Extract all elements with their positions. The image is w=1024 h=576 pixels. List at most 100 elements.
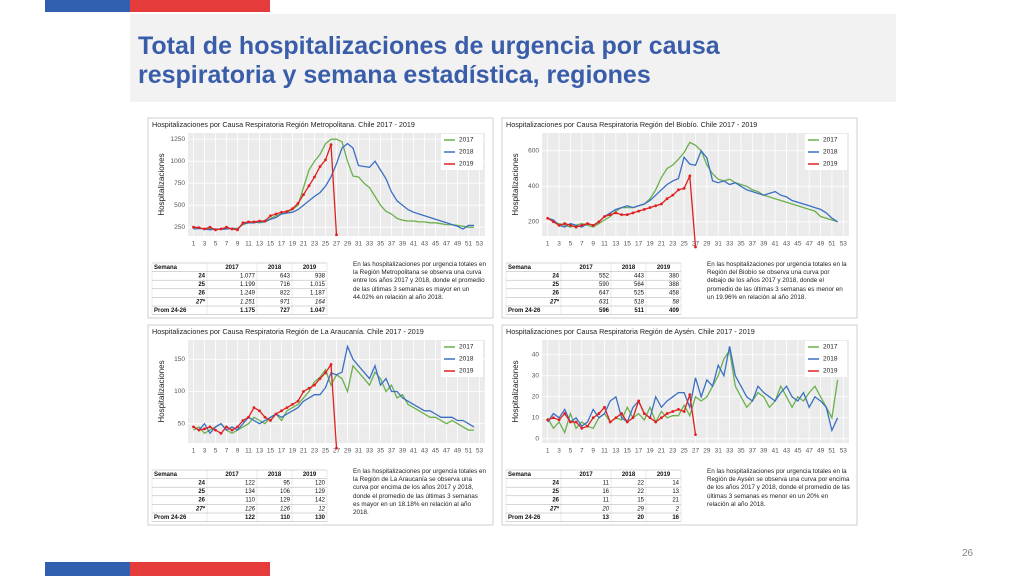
legend-label: 2018	[823, 149, 838, 156]
table-header: Semana	[508, 265, 532, 271]
x-tick-label: 29	[703, 241, 711, 248]
table-cell: 16	[672, 515, 679, 521]
series-point	[546, 418, 550, 422]
x-tick-label: 3	[557, 241, 561, 248]
table-cell: Prom 24-26	[508, 308, 541, 314]
table-cell: 27*	[195, 506, 206, 512]
series-point	[280, 210, 283, 214]
series-point	[302, 193, 305, 197]
x-tick-label: 29	[344, 448, 352, 455]
series-point	[597, 220, 601, 224]
legend-label: 2017	[459, 137, 474, 144]
x-tick-label: 7	[580, 241, 584, 248]
series-point	[608, 213, 612, 217]
note: En las hospitalizaciones por urgencia to…	[707, 468, 850, 508]
table-cell: 24	[552, 480, 559, 486]
series-point	[677, 407, 680, 411]
series-point	[296, 202, 300, 205]
legend-label: 2017	[459, 344, 474, 351]
x-tick-label: 45	[432, 448, 440, 455]
x-tick-label: 47	[806, 241, 814, 248]
x-tick-label: 19	[646, 448, 654, 455]
note: En las hospitalizaciones por urgencia to…	[707, 261, 847, 301]
y-tick-label: 400	[528, 183, 539, 190]
x-tick-label: 37	[749, 448, 757, 455]
series-point	[225, 425, 228, 429]
series-point	[324, 158, 327, 162]
x-tick-label: 21	[658, 241, 666, 248]
series-point	[192, 225, 195, 229]
x-tick-label: 49	[817, 448, 825, 455]
x-tick-label: 51	[828, 241, 836, 248]
table-header: Semana	[154, 472, 178, 478]
x-tick-label: 5	[214, 448, 218, 455]
table-cell: 120	[315, 480, 326, 486]
table-cell: 126	[245, 506, 256, 512]
table-cell: Prom 24-26	[508, 515, 541, 521]
x-tick-label: 15	[267, 448, 275, 455]
series-point	[688, 393, 692, 397]
series-point	[285, 406, 289, 409]
table-cell: 16	[602, 489, 609, 495]
legend-label: 2019	[823, 368, 838, 375]
table-cell: 1.077	[240, 273, 256, 279]
table-cell: 14	[672, 480, 679, 486]
series-line	[547, 348, 839, 435]
series-point	[291, 207, 294, 211]
series-point	[603, 215, 606, 218]
table-cell: 29	[636, 506, 644, 512]
y-axis-label: Hospitalizaciones	[511, 360, 520, 422]
y-tick-label: 100	[174, 388, 185, 395]
x-tick-label: 1	[192, 241, 196, 248]
x-tick-label: 1	[546, 448, 550, 455]
series-point	[631, 416, 635, 420]
x-tick-label: 15	[624, 241, 632, 248]
series-point	[252, 406, 256, 409]
series-point	[247, 415, 250, 419]
x-tick-label: 3	[203, 448, 207, 455]
x-tick-label: 1	[192, 448, 196, 455]
table-cell: 11	[603, 480, 610, 486]
x-tick-label: 39	[399, 448, 407, 455]
table-cell: 129	[280, 498, 291, 504]
y-tick-label: 50	[178, 420, 186, 427]
legend-label: 2017	[823, 137, 838, 144]
table-cell: 22	[637, 489, 644, 495]
series-point	[637, 399, 641, 403]
x-tick-label: 43	[421, 448, 429, 455]
x-tick-label: 29	[703, 448, 711, 455]
series-point	[659, 416, 663, 420]
x-tick-label: 43	[783, 241, 791, 248]
series-point	[551, 220, 555, 224]
x-tick-label: 9	[236, 241, 240, 248]
x-tick-label: 27	[333, 241, 341, 248]
series-point	[654, 204, 658, 208]
table-cell: 25	[198, 489, 205, 495]
table-cell: 27*	[549, 299, 560, 305]
legend-label: 2019	[459, 368, 474, 375]
y-tick-label: 20	[532, 393, 540, 400]
x-tick-label: 45	[794, 448, 802, 455]
table-cell: 122	[245, 480, 256, 486]
table-cell: 1.251	[240, 299, 255, 305]
x-tick-label: 33	[726, 448, 734, 455]
table-cell: 122	[245, 515, 256, 521]
y-tick-label: 1250	[171, 136, 186, 143]
x-tick-label: 7	[225, 448, 229, 455]
series-point	[694, 433, 697, 436]
table-cell: 27*	[195, 299, 206, 305]
series-point	[620, 412, 623, 415]
table-cell: 631	[599, 299, 609, 305]
x-tick-label: 13	[612, 448, 620, 455]
x-tick-label: 51	[465, 241, 473, 248]
table-cell: 552	[599, 273, 610, 279]
table-cell: 458	[669, 291, 680, 297]
y-tick-label: 30	[532, 372, 540, 379]
x-tick-label: 11	[245, 241, 252, 248]
x-tick-label: 7	[225, 241, 229, 248]
series-line	[547, 346, 839, 433]
table-header: 2019	[657, 265, 671, 271]
x-tick-label: 39	[399, 241, 407, 248]
table-cell: 971	[280, 299, 290, 305]
